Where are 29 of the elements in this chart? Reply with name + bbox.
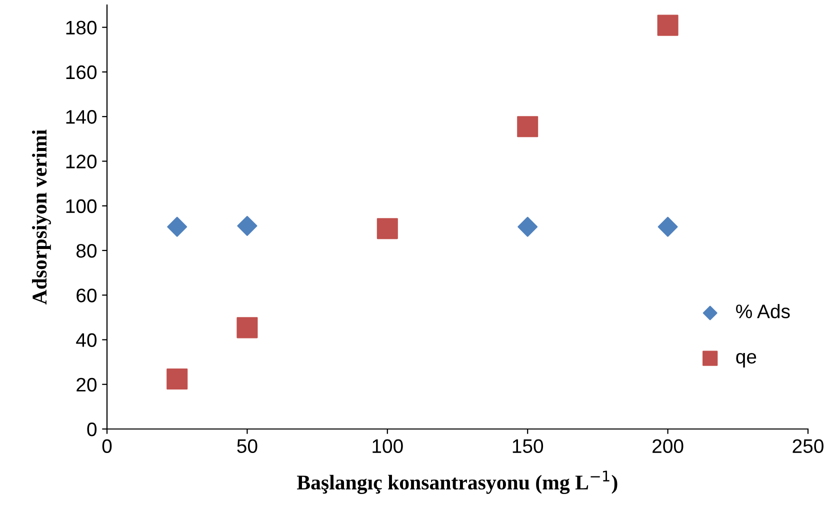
point [167,216,188,237]
x-tick-label: 250 [792,439,824,454]
point [658,216,678,237]
legend-label: qe [736,352,756,368]
y-tick-label: 140 [66,110,97,124]
point [518,216,538,237]
point [237,216,258,236]
y-tick-label: 160 [66,65,97,80]
y-tick-label: 20 [76,378,97,392]
x-tick-label: 50 [237,439,258,454]
point [166,368,188,390]
point [657,14,678,36]
x-tick-label: 0 [102,439,112,454]
x-tick-label: 100 [372,439,403,454]
y-tick-label: 60 [76,288,97,302]
x-tick-label: 150 [512,439,544,454]
point [376,218,398,240]
y-tick-label: 100 [66,199,97,214]
y-tick-label: 80 [76,244,97,258]
y-tick-label: 180 [66,20,97,35]
x-axis-title: Başlangıç konsantrasyonu (mg L$^{−1}$) [297,470,618,494]
legend-label: % Ads [736,304,790,318]
point [517,116,538,138]
y-axis-title: Adsorpsiyon verimi [32,130,51,304]
y-tick-label: 0 [87,422,97,436]
y-tick-label: 120 [66,154,97,168]
x-tick-label: 200 [652,439,684,454]
point [236,317,258,338]
y-tick-label: 40 [76,333,97,347]
